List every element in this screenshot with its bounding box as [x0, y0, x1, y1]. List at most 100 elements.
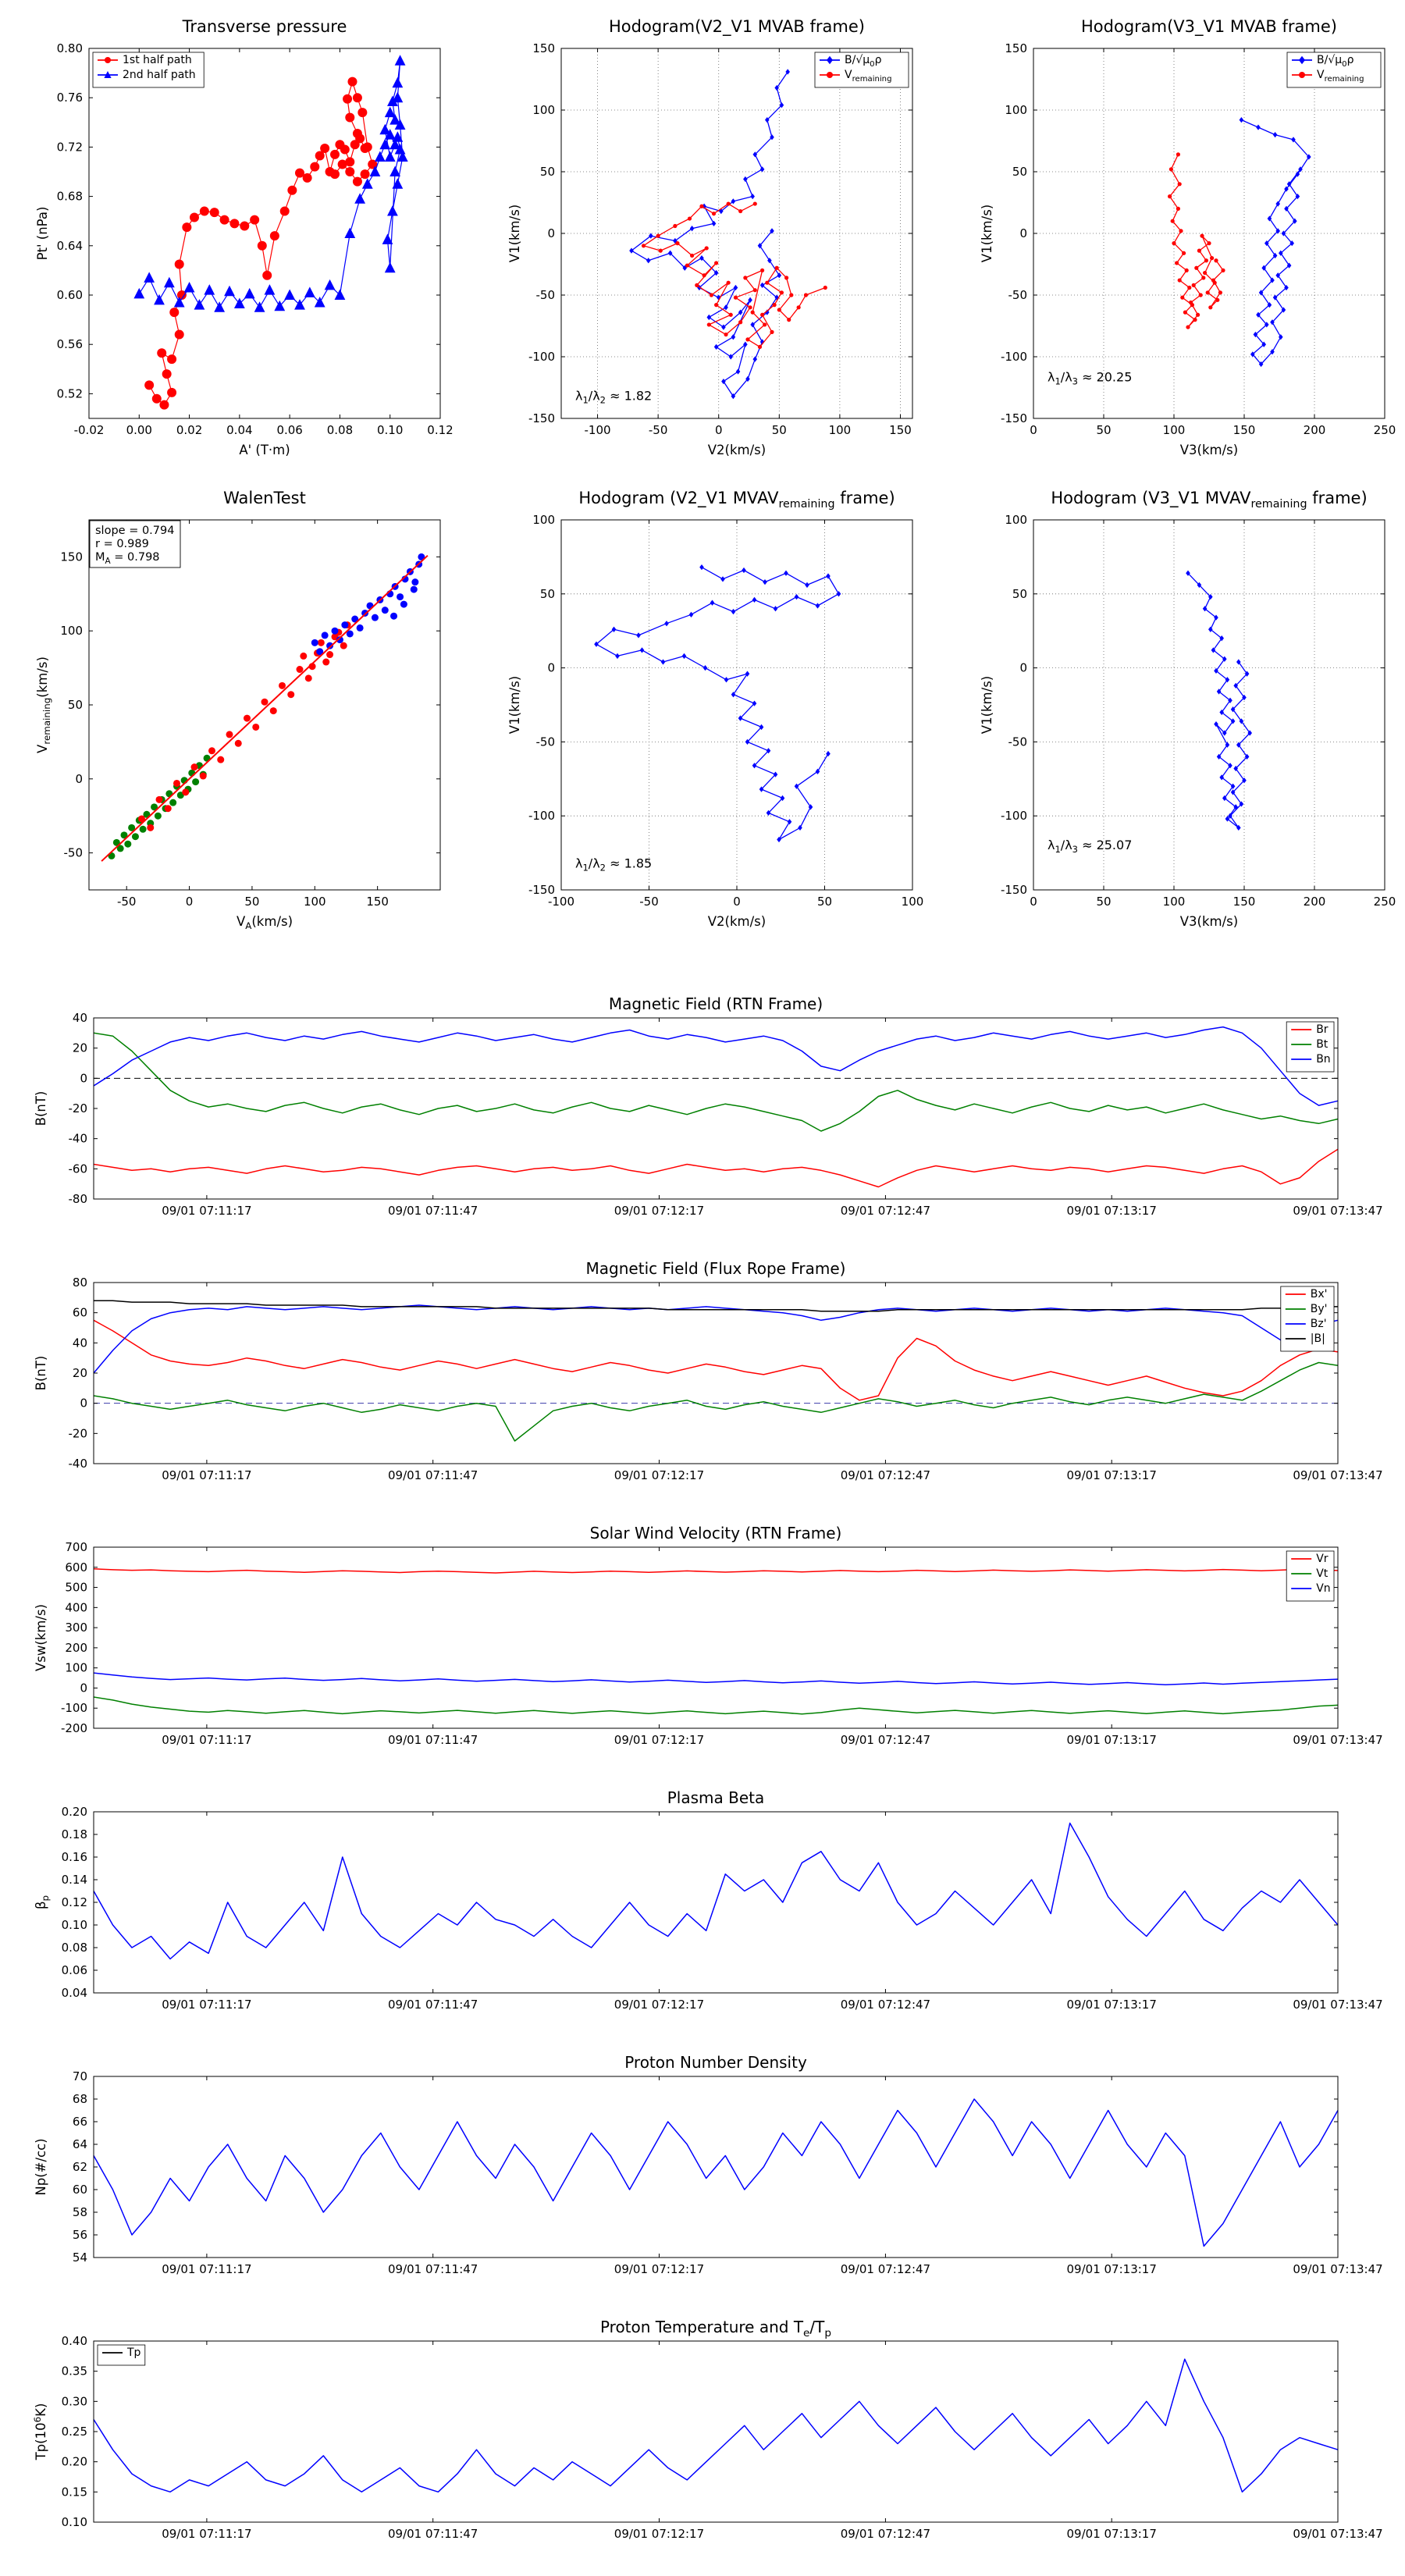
svg-text:0.64: 0.64	[57, 239, 83, 253]
svg-text:0.76: 0.76	[57, 91, 83, 105]
svg-text:56: 56	[73, 2228, 87, 2242]
svg-text:V2(km/s): V2(km/s)	[708, 914, 766, 929]
svg-text:100: 100	[60, 624, 83, 638]
chart-proton-density: 09/01 07:11:17 09/01 07:11:47 09/01 07:12:…	[23, 2050, 1397, 2292]
svg-text:150: 150	[889, 423, 912, 437]
svg-text:50: 50	[1096, 423, 1111, 437]
svg-text:-50: -50	[536, 735, 556, 749]
svg-text:-60: -60	[69, 1162, 88, 1176]
svg-text:Pt' (nPa): Pt' (nPa)	[35, 207, 50, 261]
svg-text:-150: -150	[1001, 883, 1027, 897]
svg-text:50: 50	[772, 423, 787, 437]
svg-text:0: 0	[1019, 661, 1027, 675]
svg-text:09/01 07:11:17: 09/01 07:11:17	[162, 2262, 251, 2276]
svg-text:0.08: 0.08	[62, 1941, 87, 1955]
svg-text:V2(km/s): V2(km/s)	[708, 443, 766, 457]
svg-text:0.16: 0.16	[62, 1850, 87, 1864]
svg-text:09/01 07:13:17: 09/01 07:13:17	[1067, 2527, 1157, 2541]
svg-text:09/01 07:13:17: 09/01 07:13:17	[1067, 1204, 1157, 1218]
title-hodogram-v2v1-mvav: Hodogram (V2_V1 MVAVremaining frame)	[578, 489, 895, 511]
svg-text:70: 70	[73, 2069, 87, 2083]
svg-text:Tp(106K): Tp(106K)	[32, 2403, 48, 2461]
svg-text:09/01 07:12:47: 09/01 07:12:47	[841, 1733, 930, 1747]
svg-text:300: 300	[65, 1621, 87, 1635]
chart-proton-temperature: 09/01 07:11:17 09/01 07:11:47 09/01 07:12:…	[23, 2314, 1397, 2556]
svg-text:100: 100	[1163, 895, 1186, 909]
svg-text:0.60: 0.60	[57, 288, 83, 302]
svg-text:0: 0	[733, 895, 741, 909]
svg-text:09/01 07:11:47: 09/01 07:11:47	[388, 1468, 478, 1482]
svg-text:100: 100	[304, 895, 326, 909]
svg-text:09/01 07:13:17: 09/01 07:13:17	[1067, 2262, 1157, 2276]
svg-text:500: 500	[65, 1581, 87, 1595]
svg-text:-40: -40	[69, 1132, 88, 1146]
svg-text:09/01 07:13:17: 09/01 07:13:17	[1067, 1733, 1157, 1747]
svg-text:09/01 07:12:17: 09/01 07:12:17	[614, 2262, 704, 2276]
svg-text:-50: -50	[1008, 735, 1028, 749]
svg-text:09/01 07:12:47: 09/01 07:12:47	[841, 2262, 930, 2276]
svg-text:MA = 0.798: MA = 0.798	[95, 551, 160, 566]
svg-text:0: 0	[1030, 895, 1037, 909]
svg-text:80: 80	[73, 1276, 87, 1290]
svg-text:09/01 07:12:47: 09/01 07:12:47	[841, 1204, 930, 1218]
svg-text:150: 150	[532, 41, 555, 55]
svg-text:V1(km/s): V1(km/s)	[980, 676, 994, 734]
svg-text:0.40: 0.40	[62, 2334, 87, 2348]
chart-hodogram-v2v1-mvav: -100 -50 0 50 100 -150 -100 -50 0 50 100 V2(km/s) V1…	[503, 484, 925, 935]
svg-text:0.30: 0.30	[62, 2394, 87, 2408]
svg-text:09/01 07:11:47: 09/01 07:11:47	[388, 1733, 478, 1747]
svg-text:-50: -50	[1008, 288, 1028, 302]
svg-text:1st half path: 1st half path	[123, 54, 192, 66]
svg-text:Vn: Vn	[1316, 1582, 1330, 1595]
svg-text:0.56: 0.56	[57, 337, 83, 351]
svg-text:Bt: Bt	[1316, 1038, 1329, 1051]
svg-text:54: 54	[73, 2250, 87, 2265]
svg-text:Tp: Tp	[126, 2347, 141, 2359]
svg-text:-100: -100	[1001, 350, 1027, 364]
svg-text:100: 100	[532, 103, 555, 117]
svg-text:-20: -20	[69, 1101, 88, 1115]
svg-text:λ1/λ2 ≈ 1.82: λ1/λ2 ≈ 1.82	[575, 388, 652, 405]
svg-text:700: 700	[65, 1540, 87, 1554]
svg-text:150: 150	[60, 550, 83, 564]
svg-text:150: 150	[366, 895, 389, 909]
svg-text:-20: -20	[69, 1426, 88, 1440]
svg-text:100: 100	[902, 895, 924, 909]
svg-text:09/01 07:12:17: 09/01 07:12:17	[614, 1204, 704, 1218]
chart-hodogram-v3v1-mvav: 0 50 100 150 200 250 -150 -100 -50 0 50 100 V3(km/s)…	[976, 484, 1397, 935]
svg-text:20: 20	[73, 1041, 87, 1055]
svg-text:-150: -150	[528, 411, 555, 425]
svg-text:-100: -100	[585, 423, 611, 437]
svg-text:-40: -40	[69, 1457, 88, 1471]
svg-text:-100: -100	[1001, 809, 1027, 823]
svg-text:V1(km/s): V1(km/s)	[980, 205, 994, 262]
svg-text:09/01 07:11:47: 09/01 07:11:47	[388, 1998, 478, 2012]
svg-text:V3(km/s): V3(km/s)	[1180, 443, 1238, 457]
svg-text:Vr: Vr	[1316, 1553, 1329, 1565]
svg-text:Vremaining: Vremaining	[1317, 69, 1364, 84]
svg-text:Vremaining(km/s): Vremaining(km/s)	[35, 656, 52, 753]
svg-text:-50: -50	[117, 895, 137, 909]
title-walen-test: WalenTest	[223, 489, 306, 507]
svg-text:62: 62	[73, 2160, 87, 2174]
svg-text:200: 200	[1304, 423, 1326, 437]
svg-text:0.02: 0.02	[176, 423, 202, 437]
svg-text:B/√μ0ρ: B/√μ0ρ	[1317, 54, 1354, 69]
svg-text:λ1/λ3 ≈ 25.07: λ1/λ3 ≈ 25.07	[1048, 838, 1132, 855]
svg-text:-200: -200	[61, 1721, 87, 1735]
svg-text:09/01 07:13:47: 09/01 07:13:47	[1293, 1204, 1382, 1218]
svg-text:0: 0	[80, 1071, 87, 1085]
svg-text:50: 50	[1096, 895, 1111, 909]
svg-text:09/01 07:11:17: 09/01 07:11:17	[162, 1733, 251, 1747]
svg-text:40: 40	[73, 1336, 87, 1350]
svg-text:0.10: 0.10	[377, 423, 403, 437]
svg-text:-100: -100	[61, 1701, 87, 1715]
svg-text:0.10: 0.10	[62, 1918, 87, 1932]
svg-text:50: 50	[540, 587, 555, 601]
svg-text:Bx': Bx'	[1311, 1288, 1328, 1300]
svg-text:-100: -100	[528, 809, 555, 823]
svg-text:-100: -100	[548, 895, 574, 909]
svg-text:150: 150	[1233, 895, 1256, 909]
svg-text:-50: -50	[536, 288, 556, 302]
svg-text:09/01 07:11:17: 09/01 07:11:17	[162, 2527, 251, 2541]
